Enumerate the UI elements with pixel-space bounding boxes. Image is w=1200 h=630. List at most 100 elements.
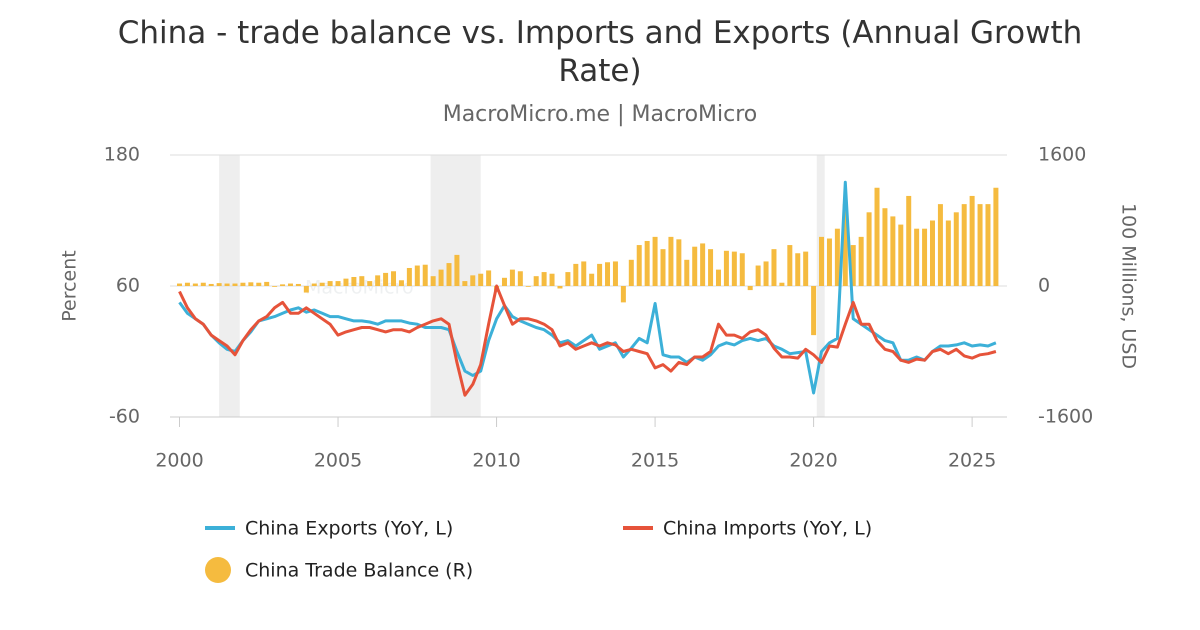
bar (422, 264, 428, 286)
bar (597, 263, 603, 286)
bar (383, 272, 389, 286)
bar (605, 262, 611, 286)
bar (351, 276, 357, 286)
bar (668, 236, 674, 286)
y2-tick-label: -1600 (1038, 406, 1093, 428)
x-tick-label: 2005 (314, 450, 362, 472)
bar (398, 280, 404, 286)
bar (581, 261, 587, 286)
bar (256, 282, 262, 286)
x-tick-label: 2020 (789, 450, 837, 472)
bar (684, 259, 690, 286)
bar (731, 251, 737, 286)
bar (462, 281, 468, 286)
bar (406, 267, 412, 286)
bar (612, 261, 618, 286)
bar (993, 187, 999, 286)
bar (311, 283, 317, 286)
legend-swatch (205, 557, 231, 583)
legend-label: China Imports (YoY, L) (663, 518, 872, 540)
bar (446, 263, 452, 286)
bar (470, 275, 476, 286)
bar (557, 286, 563, 289)
bar (969, 195, 975, 286)
y2-tick-label: 0 (1038, 275, 1050, 297)
bar (985, 204, 991, 286)
bar (636, 245, 642, 286)
bar (430, 276, 436, 286)
bar (478, 273, 484, 286)
bar (375, 275, 381, 286)
bar (438, 269, 444, 286)
bar (803, 251, 809, 286)
bar (914, 228, 920, 286)
bar (589, 273, 595, 286)
x-tick-label: 2015 (631, 450, 679, 472)
bar (192, 283, 198, 286)
bar (977, 204, 983, 286)
bar (890, 216, 896, 286)
bar (850, 245, 856, 286)
chart-subtitle: MacroMicro.me | MacroMicro (442, 102, 758, 127)
bar (922, 228, 928, 286)
bar (295, 283, 301, 286)
bar (200, 282, 206, 286)
x-tick-label: 2025 (948, 450, 996, 472)
bar (700, 243, 706, 286)
x-tick-label: 2010 (472, 450, 520, 472)
y2-axis-title: 100 Millions, USD (1118, 203, 1140, 369)
bar (787, 245, 793, 286)
bar (391, 271, 397, 286)
bar (763, 261, 769, 286)
bar (779, 282, 785, 286)
bar (287, 283, 293, 286)
bar (747, 286, 753, 291)
bar (882, 208, 888, 286)
bar (240, 282, 246, 286)
bar (454, 254, 460, 286)
bar (874, 187, 880, 286)
bar (525, 286, 531, 287)
bar (327, 281, 333, 286)
bar (319, 282, 325, 286)
bar (708, 249, 714, 286)
bar (826, 238, 832, 286)
bar (866, 212, 872, 286)
bar (303, 286, 309, 293)
bar (517, 271, 523, 286)
bar (280, 284, 286, 286)
bar (216, 283, 222, 286)
bar (715, 269, 721, 286)
bar (819, 236, 825, 286)
y-tick-label: 60 (116, 275, 140, 297)
bar (486, 270, 492, 286)
bar (811, 286, 817, 336)
bar (945, 220, 951, 286)
bar (264, 281, 270, 286)
bar (676, 239, 682, 286)
bar (224, 283, 230, 286)
bar (953, 212, 959, 286)
bar (858, 236, 864, 286)
bar (644, 240, 650, 286)
bar (660, 249, 666, 286)
x-tick-label: 2000 (155, 450, 203, 472)
y-tick-label: -60 (109, 406, 140, 428)
y-tick-label: 180 (104, 144, 140, 166)
bar (620, 286, 626, 303)
bar (628, 259, 634, 286)
bar (359, 276, 365, 286)
bar (723, 250, 729, 286)
bar (755, 265, 761, 286)
bar (906, 195, 912, 286)
bar (692, 246, 698, 286)
bar (232, 283, 238, 286)
bar (929, 220, 935, 286)
y2-tick-label: 1600 (1038, 144, 1086, 166)
bar (501, 277, 507, 286)
line (178, 180, 997, 395)
bar (177, 283, 183, 286)
bar (961, 204, 967, 286)
bar (208, 283, 214, 286)
